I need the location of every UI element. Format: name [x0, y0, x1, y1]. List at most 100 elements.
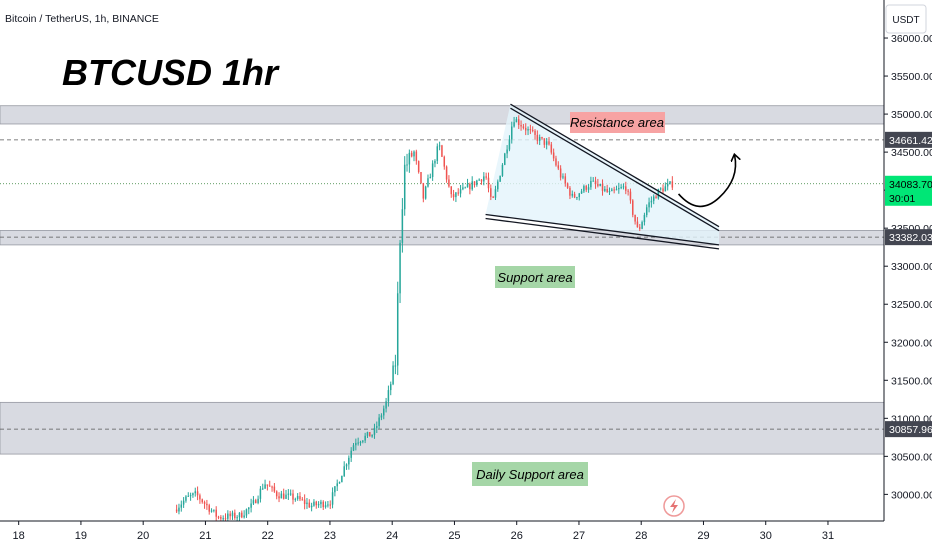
candle [424, 186, 427, 199]
candle [466, 183, 469, 188]
candle [194, 491, 197, 494]
candle [308, 502, 311, 508]
candle [236, 517, 238, 519]
candle [331, 492, 334, 505]
candle [275, 491, 278, 497]
candle [462, 187, 464, 190]
candle [615, 189, 618, 191]
candle [250, 503, 252, 508]
price-tick-label: 30500.00 [891, 451, 932, 463]
time-tick-label: 23 [324, 530, 336, 542]
candle [643, 215, 646, 223]
currency-button[interactable]: USDT [885, 4, 927, 34]
candle [268, 485, 271, 487]
candle [636, 221, 639, 228]
candle [241, 512, 243, 518]
time-axis[interactable] [0, 521, 932, 550]
candle [352, 445, 355, 451]
candle [362, 440, 364, 442]
candle [271, 486, 273, 488]
candle [671, 181, 674, 188]
candle [338, 482, 341, 484]
candle [564, 176, 567, 184]
candle [229, 513, 231, 517]
candle [322, 501, 325, 508]
candle [548, 141, 550, 145]
candle [478, 179, 480, 181]
candle [587, 187, 590, 190]
candle [350, 450, 352, 458]
candle [252, 500, 255, 504]
candle [415, 151, 418, 162]
candle [178, 507, 180, 512]
candle [257, 498, 259, 504]
time-tick-label: 28 [635, 530, 647, 542]
candle [303, 499, 306, 505]
candle [666, 183, 669, 187]
candle [175, 509, 178, 512]
candle [436, 146, 439, 161]
candle [597, 184, 599, 186]
candle [471, 181, 473, 190]
candle [627, 190, 629, 192]
candle [427, 178, 429, 187]
candle [490, 188, 492, 197]
candle [234, 512, 236, 519]
time-tick-label: 20 [137, 530, 149, 542]
zone-band [0, 401, 885, 455]
candle [385, 401, 387, 409]
price-tick-label: 32000.00 [891, 337, 932, 349]
candle [394, 365, 397, 367]
candle [652, 196, 655, 201]
big-title: BTCUSD 1hr [62, 52, 280, 93]
candle [645, 207, 648, 216]
candle [380, 415, 383, 418]
candle [341, 475, 343, 483]
candle [231, 512, 234, 517]
candle [266, 484, 269, 486]
candle [571, 193, 574, 196]
candle [594, 180, 597, 185]
wedge-upper-line[interactable] [510, 103, 720, 228]
resistance-label-text: Resistance area [570, 115, 664, 130]
candle [506, 149, 508, 154]
candle [522, 126, 525, 128]
candle [483, 176, 485, 182]
candle [261, 488, 264, 490]
candle [573, 193, 576, 198]
candle [369, 432, 371, 437]
candle [345, 464, 348, 467]
zone-band [0, 105, 885, 125]
candle [566, 183, 569, 188]
candle [320, 501, 322, 505]
candle [296, 496, 299, 499]
candle [208, 505, 210, 512]
candle [357, 442, 359, 444]
wedge-lower-line[interactable] [485, 213, 720, 246]
candle [543, 138, 546, 145]
time-tick-label: 25 [448, 530, 460, 542]
candle [517, 119, 520, 125]
candle [210, 510, 213, 512]
candle [196, 491, 199, 496]
candle [611, 189, 613, 192]
candle [389, 384, 392, 391]
wedge-lower-line[interactable] [485, 217, 720, 250]
candle [520, 124, 522, 127]
candle [655, 196, 657, 199]
price-tick-label: 33000.00 [891, 261, 932, 273]
candle [434, 160, 436, 164]
projection-arrow[interactable] [677, 155, 736, 208]
price-axis[interactable] [884, 0, 932, 550]
candle [613, 189, 615, 191]
candle [180, 504, 183, 508]
candle [455, 192, 457, 198]
candle [213, 509, 215, 511]
wedge-upper-line[interactable] [510, 107, 720, 232]
candle [487, 177, 490, 189]
lightning-icon[interactable] [663, 495, 685, 517]
candle [629, 191, 632, 201]
candle [285, 494, 287, 499]
candle [562, 176, 564, 178]
